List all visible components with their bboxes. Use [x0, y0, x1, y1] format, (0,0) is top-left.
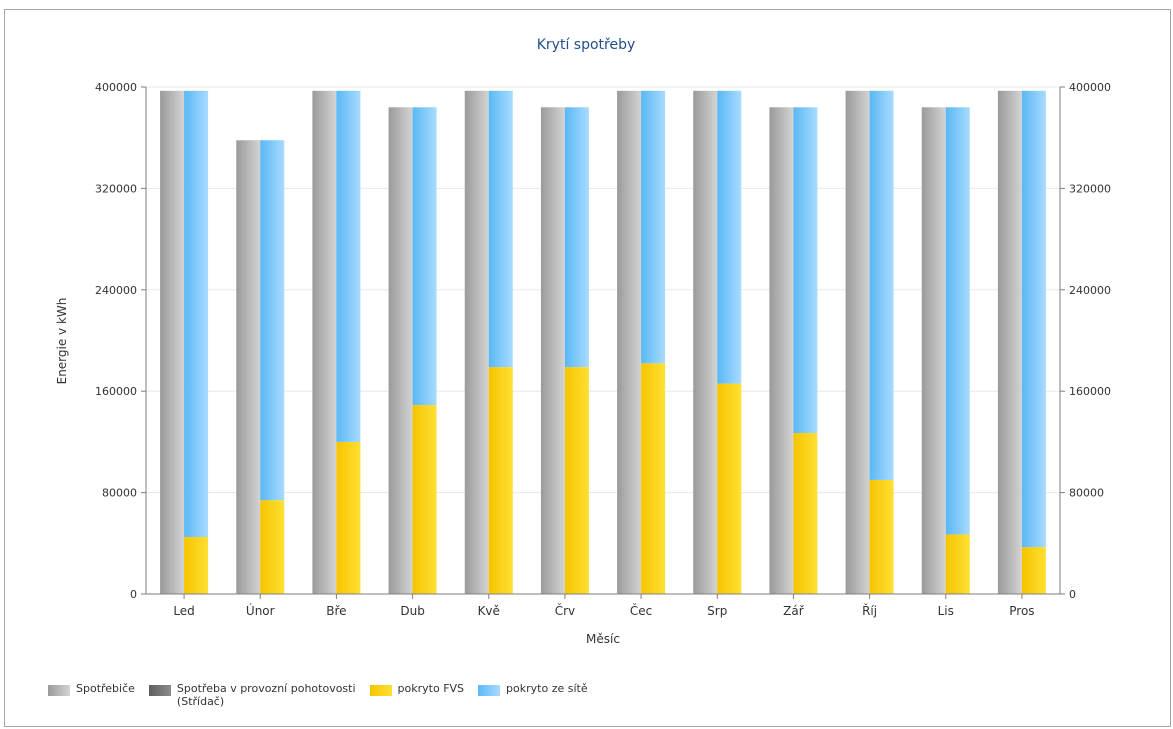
y-tick-label: 0: [130, 588, 137, 601]
bar-spotrebice: [921, 107, 946, 594]
chart-title: Krytí spotřeby: [537, 37, 636, 53]
legend-swatch: [148, 685, 171, 696]
legend-label: Spotřeba v provozní pohotovosti (Střídač…: [176, 682, 356, 708]
bar-spotrebice: [312, 90, 337, 595]
bar-pokryto-fvs: [260, 500, 285, 594]
y-tick-label: 80000: [102, 487, 137, 500]
y2-tick-label: 320000: [1069, 182, 1111, 195]
x-tick-label: Čec: [630, 603, 652, 618]
x-tick-label: Říj: [862, 603, 877, 618]
bar-pokryto-fvs: [793, 433, 818, 594]
bar-spotrebice: [769, 107, 794, 594]
bar-spotrebice: [693, 90, 718, 595]
y-tick-label: 160000: [95, 385, 137, 398]
legend-item: pokryto FVS: [369, 682, 465, 696]
bar-pokryto-ze-site: [488, 90, 513, 368]
legend-item: Spotřeba v provozní pohotovosti (Střídač…: [148, 682, 356, 708]
bar-pokryto-ze-site: [564, 107, 589, 368]
y-tick-label: 320000: [95, 182, 137, 195]
y-tick-label: 240000: [95, 284, 137, 297]
bar-pokryto-fvs: [336, 441, 361, 594]
y2-tick-label: 240000: [1069, 284, 1111, 297]
y2-tick-label: 160000: [1069, 385, 1111, 398]
y-axis-label: Energie v kWh: [55, 298, 69, 385]
bar-pokryto-ze-site: [945, 107, 970, 535]
bar-pokryto-ze-site: [717, 90, 742, 384]
bar-pokryto-ze-site: [184, 90, 209, 537]
bar-pokryto-fvs: [717, 383, 742, 594]
bar-pokryto-fvs: [945, 534, 970, 594]
x-tick-label: Zář: [783, 604, 805, 618]
x-tick-label: Únor: [246, 603, 275, 618]
legend-swatch: [478, 685, 501, 696]
axes-layer: 0 0 80000 80000 160000 160000 240000 240000 3200…: [95, 81, 1111, 618]
bar-spotrebice: [236, 140, 261, 595]
bar-pokryto-ze-site: [412, 107, 437, 406]
y2-tick-label: 0: [1069, 588, 1076, 601]
x-tick-label: Dub: [400, 604, 424, 618]
bar-pokryto-fvs: [412, 405, 437, 594]
x-tick-label: Pros: [1009, 604, 1034, 618]
bar-spotrebice: [540, 107, 565, 594]
bar-pokryto-ze-site: [869, 90, 894, 480]
x-tick-label: Kvě: [478, 604, 500, 618]
y2-tick-label: 80000: [1069, 487, 1104, 500]
x-tick-label: Srp: [707, 604, 727, 618]
grid-layer: [146, 86, 1060, 494]
y2-tick-label: 400000: [1069, 81, 1111, 94]
x-tick-label: Led: [173, 604, 194, 618]
legend-swatch: [369, 685, 392, 696]
bar-pokryto-fvs: [184, 536, 209, 594]
legend-item: pokryto ze sítě: [478, 682, 588, 696]
bar-spotrebice: [464, 90, 489, 595]
bar-pokryto-fvs: [488, 367, 513, 594]
bar-spotrebice: [617, 90, 642, 595]
legend-swatch: [48, 685, 70, 696]
bar-spotrebice: [160, 90, 185, 595]
bar-pokryto-ze-site: [793, 107, 818, 434]
bar-pokryto-ze-site: [1021, 90, 1046, 548]
legend: Spotřebiče Spotřeba v provozní pohotovost…: [48, 682, 602, 708]
bar-pokryto-ze-site: [641, 90, 666, 364]
x-tick-label: Bře: [326, 604, 346, 618]
x-tick-label: Črv: [555, 603, 575, 618]
bar-spotrebice: [388, 107, 413, 594]
legend-label: Spotřebiče: [76, 682, 135, 695]
y-tick-label: 400000: [95, 81, 137, 94]
bar-pokryto-fvs: [641, 363, 666, 594]
bar-pokryto-fvs: [564, 367, 589, 594]
bars-layer: [160, 90, 1046, 595]
x-tick-label: Lis: [938, 604, 954, 618]
bar-pokryto-fvs: [869, 479, 894, 594]
bar-pokryto-fvs: [1021, 547, 1046, 594]
legend-item: Spotřebiče: [48, 682, 135, 696]
bar-pokryto-ze-site: [260, 140, 285, 501]
bar-spotrebice: [845, 90, 870, 595]
bar-pokryto-ze-site: [336, 90, 361, 442]
legend-label: pokryto ze sítě: [506, 682, 588, 695]
bar-spotrebice: [997, 90, 1022, 595]
legend-label: pokryto FVS: [397, 682, 465, 695]
x-axis-label: Měsíc: [586, 632, 620, 646]
